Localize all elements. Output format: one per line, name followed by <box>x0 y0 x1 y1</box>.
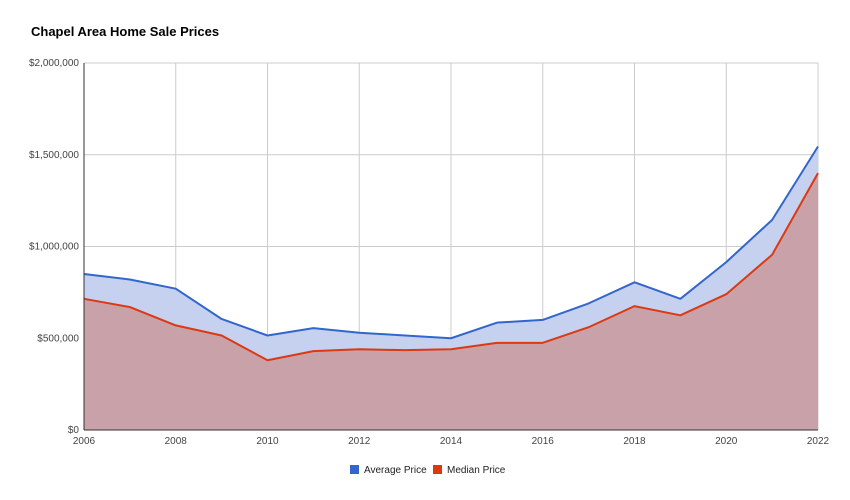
x-tick-label: 2014 <box>440 436 463 447</box>
series-lines <box>83 145 819 362</box>
y-tick-label: $500,000 <box>37 333 79 344</box>
y-tick-label: $1,500,000 <box>29 150 79 161</box>
y-tick-label: $0 <box>68 425 80 436</box>
legend-swatch <box>433 465 442 474</box>
series-areas <box>84 146 818 430</box>
x-tick-label: 2022 <box>807 436 830 447</box>
x-tick-label: 2006 <box>73 436 96 447</box>
y-tick-label: $2,000,000 <box>29 58 79 69</box>
y-axis-tick-labels: $0 $500,000 $1,000,000 $1,500,000 $2,000,000 <box>29 58 79 436</box>
x-tick-label: 2010 <box>256 436 279 447</box>
legend-label: Median Price <box>447 465 506 476</box>
x-tick-label: 2012 <box>348 436 371 447</box>
area-median-price <box>84 173 818 430</box>
legend-swatch <box>350 465 359 474</box>
legend: Average Price Median Price <box>350 465 506 476</box>
line-median-price <box>83 172 819 362</box>
y-tick-label: $1,000,000 <box>29 242 79 253</box>
x-axis-tick-labels: 2006 2008 2010 2012 2014 2016 2018 2020 2022 <box>73 436 830 447</box>
line-average-price <box>83 145 819 340</box>
chart-title: Chapel Area Home Sale Prices <box>31 24 220 39</box>
x-tick-label: 2008 <box>165 436 188 447</box>
axis-lines <box>83 63 818 431</box>
legend-label: Average Price <box>364 465 427 476</box>
x-tick-label: 2018 <box>623 436 646 447</box>
x-tick-label: 2016 <box>532 436 555 447</box>
x-tick-label: 2020 <box>715 436 738 447</box>
